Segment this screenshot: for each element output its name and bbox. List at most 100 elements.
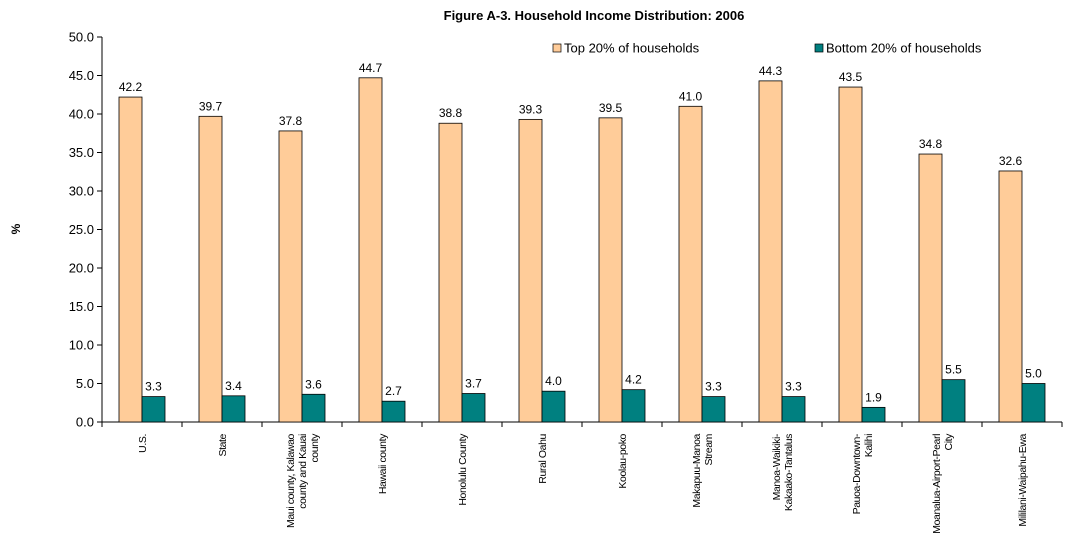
bar-top-20 xyxy=(518,118,543,423)
x-category-label: Maui county, Kalawao county and Kauai coun… xyxy=(285,433,321,528)
bar-top-20 xyxy=(918,153,943,423)
data-label-top-20: 39.7 xyxy=(199,99,223,113)
bar-bottom-20 xyxy=(221,395,246,423)
legend-label-bottom-20: Bottom 20% of households xyxy=(826,41,982,56)
x-category-line: Makapuu-Manoa xyxy=(691,433,703,507)
data-label-top-20: 44.3 xyxy=(759,64,783,78)
bar-top-20 xyxy=(278,130,303,423)
y-tick-label: 35.0 xyxy=(69,145,94,160)
data-label-top-20: 37.8 xyxy=(279,114,303,128)
data-label-bottom-20: 3.3 xyxy=(145,380,162,394)
bar-bottom-20 xyxy=(941,379,966,423)
bar-top-20 xyxy=(198,115,223,423)
bar-top-20 xyxy=(838,86,863,423)
y-tick-label: 25.0 xyxy=(69,222,94,237)
x-axis-categories: U.S. State Maui county, Kalawao county and … xyxy=(137,433,1029,534)
x-category-line: county and Kauai xyxy=(297,434,309,509)
x-category-line: county xyxy=(309,433,321,463)
bar-bottom-20 xyxy=(861,406,886,423)
x-category-label: Mililani-Waipahu-Ewa xyxy=(1017,433,1029,526)
data-labels-layer: 42.2 39.7 37.8 44.7 38.8 39.3 39.5 41.0 44.3 43.5… xyxy=(119,61,1042,405)
data-label-bottom-20: 3.4 xyxy=(225,379,242,393)
y-tick-label: 45.0 xyxy=(69,68,94,83)
y-axis-label: % xyxy=(9,223,23,234)
bar-top-20 xyxy=(678,105,703,423)
bar-top-20 xyxy=(998,170,1023,423)
data-label-bottom-20: 1.9 xyxy=(865,390,882,404)
data-label-top-20: 34.8 xyxy=(919,137,943,151)
bar-bottom-20 xyxy=(1021,383,1046,423)
x-category-line: Kakaako-Tantalus xyxy=(783,434,795,511)
data-label-top-20: 41.0 xyxy=(679,89,703,103)
x-category-line: Honolulu County xyxy=(457,433,469,506)
data-label-bottom-20: 5.5 xyxy=(945,363,962,377)
x-category-line: U.S. xyxy=(137,434,149,453)
chart-legend: Top 20% of households Bottom 20% of house… xyxy=(552,41,982,56)
x-category-label: State xyxy=(217,433,229,456)
bar-top-20 xyxy=(598,117,623,423)
data-label-bottom-20: 5.0 xyxy=(1025,367,1042,381)
x-category-line: Pauoa-Downtown- xyxy=(851,433,863,514)
bar-bottom-20 xyxy=(141,396,166,423)
data-label-bottom-20: 4.0 xyxy=(545,374,562,388)
bar-bottom-20 xyxy=(301,393,326,423)
x-category-label: Manoa-Waikiki- Kakaako-Tantalus xyxy=(771,433,795,511)
legend-swatch-top-20 xyxy=(552,43,562,53)
x-category-line: Rural Oahu xyxy=(537,433,549,483)
x-category-label: U.S. xyxy=(137,434,149,453)
chart-title: Figure A-3. Household Income Distributio… xyxy=(444,8,745,23)
bar-top-20 xyxy=(118,96,143,423)
y-tick-label: 0.0 xyxy=(76,415,94,430)
bar-bottom-20 xyxy=(541,390,566,423)
x-category-label: Makapuu-Manoa Stream xyxy=(691,433,715,507)
data-label-bottom-20: 3.3 xyxy=(705,380,722,394)
x-category-line: Stream xyxy=(703,433,715,465)
data-label-top-20: 39.5 xyxy=(599,101,623,115)
bar-bottom-20 xyxy=(381,400,406,423)
bar-top-20 xyxy=(358,77,383,423)
bar-top-20 xyxy=(438,122,463,423)
x-category-line: Koolau-poko xyxy=(617,433,629,488)
y-tick-label: 15.0 xyxy=(69,299,94,314)
x-category-label: Hawaii county xyxy=(377,433,389,494)
data-label-top-20: 42.2 xyxy=(119,80,143,94)
x-category-label: Pauoa-Downtown- Kalihi xyxy=(851,433,875,514)
data-label-top-20: 38.8 xyxy=(439,106,463,120)
x-category-line: Kalihi xyxy=(863,434,875,457)
y-tick-label: 10.0 xyxy=(69,338,94,353)
y-tick-label: 50.0 xyxy=(69,30,94,45)
y-tick-label: 20.0 xyxy=(69,261,94,276)
x-category-line: City xyxy=(943,433,955,451)
data-label-top-20: 44.7 xyxy=(359,61,383,75)
x-category-line: Hawaii county xyxy=(377,433,389,494)
x-category-label: Moanalua-Airport-Pearl City xyxy=(931,433,955,534)
y-tick-label: 5.0 xyxy=(76,376,94,391)
x-category-line: Moanalua-Airport-Pearl xyxy=(931,434,943,534)
bar-bottom-20 xyxy=(621,389,646,423)
data-label-bottom-20: 2.7 xyxy=(385,384,402,398)
y-tick-label: 40.0 xyxy=(69,107,94,122)
x-category-line: Manoa-Waikiki- xyxy=(771,433,783,500)
data-label-bottom-20: 3.6 xyxy=(305,377,322,391)
data-label-top-20: 39.3 xyxy=(519,102,543,116)
bar-top-20 xyxy=(758,80,783,423)
x-category-line: Maui county, Kalawao xyxy=(285,433,297,528)
x-category-line: State xyxy=(217,433,229,456)
legend-swatch-bottom-20 xyxy=(814,43,824,53)
legend-label-top-20: Top 20% of households xyxy=(564,41,700,56)
data-label-top-20: 32.6 xyxy=(999,154,1023,168)
data-label-bottom-20: 3.7 xyxy=(465,377,482,391)
x-category-line: Mililani-Waipahu-Ewa xyxy=(1017,433,1029,526)
bars-layer xyxy=(118,77,1046,423)
data-label-bottom-20: 3.3 xyxy=(785,380,802,394)
x-category-label: Koolau-poko xyxy=(617,433,629,488)
bar-bottom-20 xyxy=(461,393,486,423)
x-category-label: Rural Oahu xyxy=(537,433,549,483)
bar-bottom-20 xyxy=(781,396,806,423)
x-category-label: Honolulu County xyxy=(457,433,469,506)
y-axis: 0.0 5.0 10.0 15.0 20.0 25.0 30.0 35.0 40.0 45.0 50… xyxy=(69,30,1063,430)
data-label-top-20: 43.5 xyxy=(839,70,863,84)
y-tick-label: 30.0 xyxy=(69,184,94,199)
bar-bottom-20 xyxy=(701,396,726,423)
